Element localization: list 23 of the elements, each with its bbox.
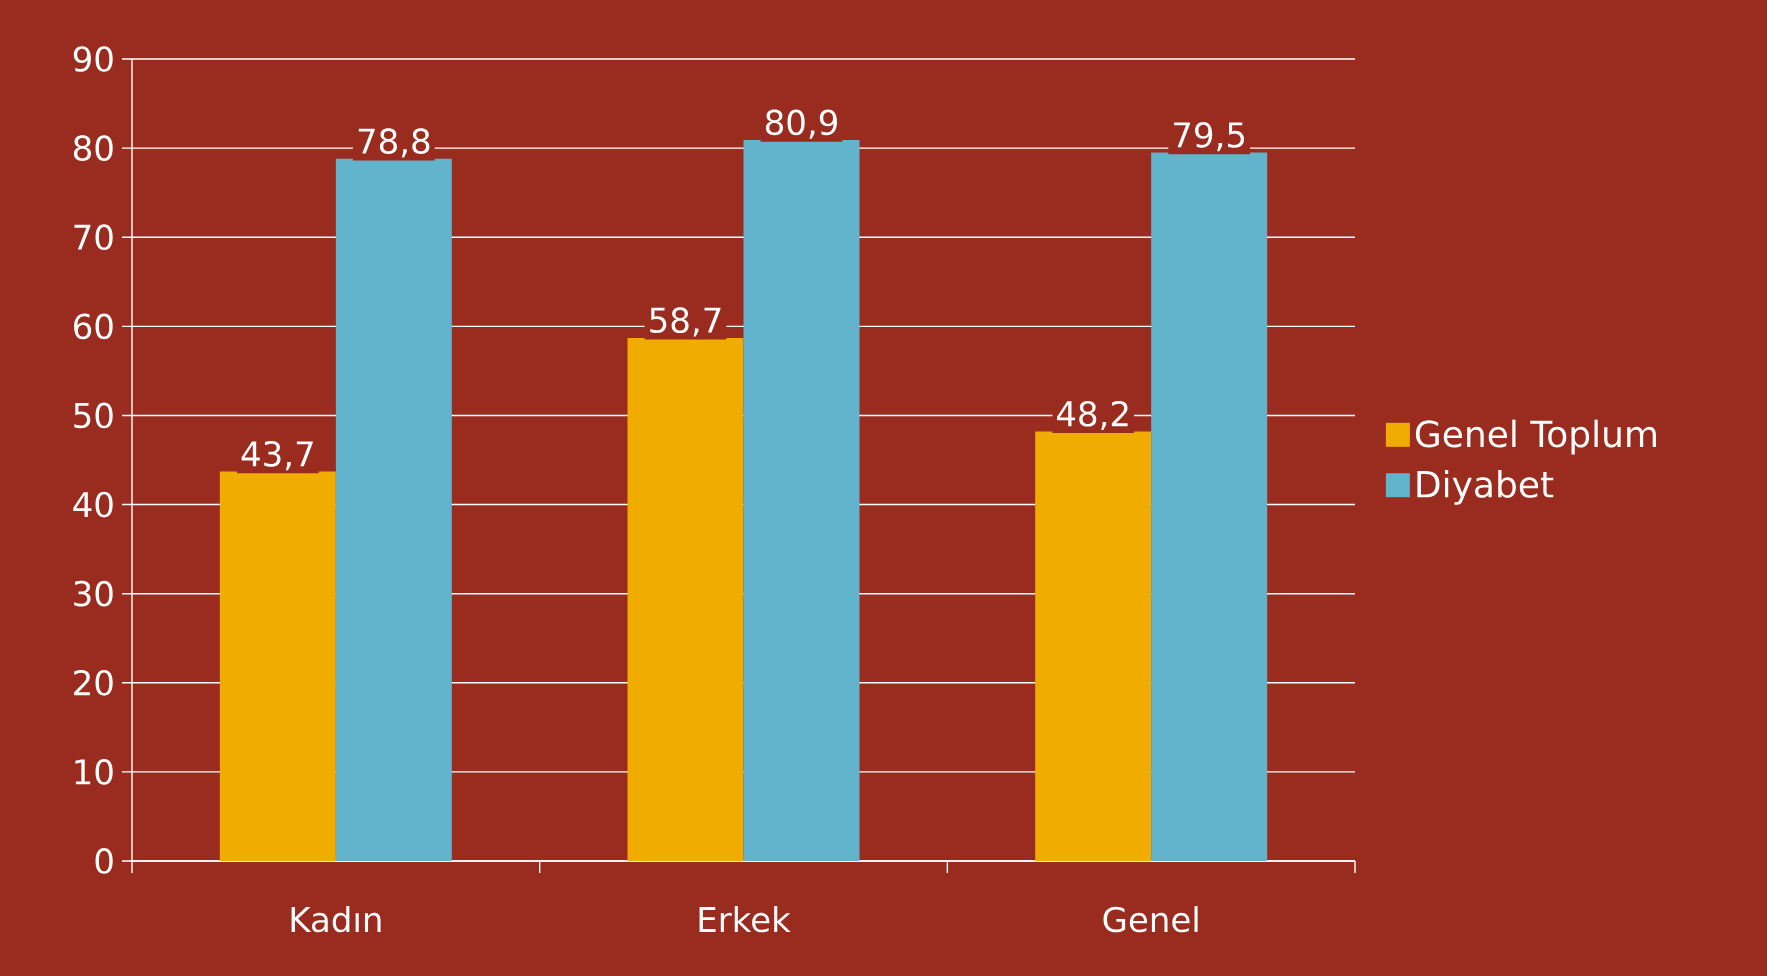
x-tick-label: Genel	[1103, 906, 1198, 933]
y-tick-label: 70	[74, 224, 113, 251]
bar	[219, 471, 336, 861]
data-label: 79,5	[1174, 121, 1245, 152]
y-tick-label: 40	[73, 491, 113, 518]
data-label: 48,2	[1056, 400, 1128, 431]
y-tick-label: 80	[74, 135, 113, 161]
y-tick-label: 50	[74, 402, 113, 429]
legend-label: Genel Toplum	[1415, 419, 1656, 455]
data-label: 78,8	[358, 128, 430, 158]
data-label: 80,9	[765, 109, 837, 139]
y-tick-label: 90	[73, 46, 113, 72]
bar	[743, 140, 860, 861]
y-tick-label: 60	[74, 313, 113, 340]
data-label: 58,7	[650, 307, 721, 337]
y-tick-label: 0	[95, 848, 113, 874]
y-tick-label: 30	[74, 580, 113, 607]
legend-label: Diyabet	[1417, 470, 1554, 505]
y-tick-label: 10	[75, 759, 113, 785]
y-tick-label: 20	[74, 669, 113, 696]
x-tick-label: Erkek	[699, 906, 791, 933]
data-label: 43,7	[241, 440, 313, 471]
x-tick-label: Kadın	[291, 906, 381, 933]
